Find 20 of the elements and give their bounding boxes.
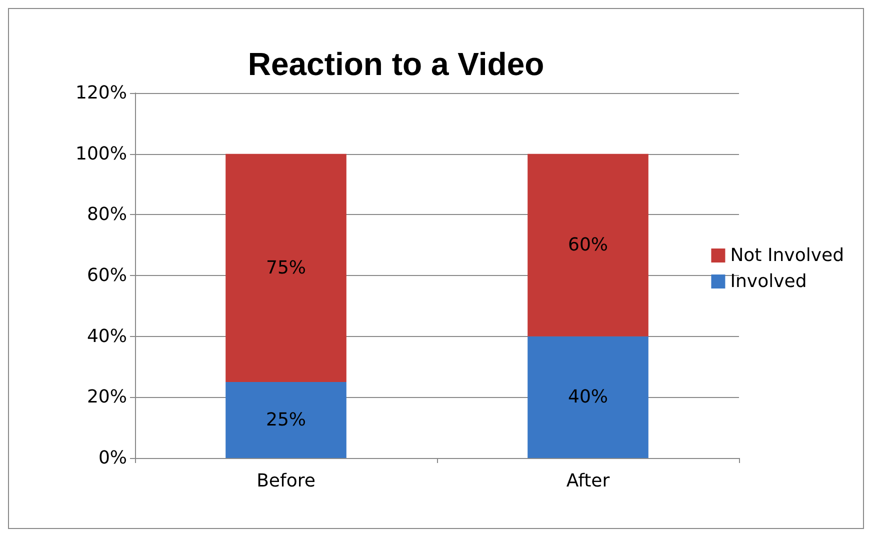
data-label: 25% <box>266 409 306 430</box>
y-tick-label: 20% <box>86 386 127 408</box>
y-tick-label: 100% <box>76 143 127 164</box>
data-label: 60% <box>568 234 608 256</box>
y-tick-label: 40% <box>86 326 127 347</box>
data-label: 75% <box>266 257 306 278</box>
y-tick-label: 0% <box>98 448 127 468</box>
legend-label: Not Involved <box>730 245 844 266</box>
x-tick-label: After <box>566 470 610 492</box>
bar <box>226 154 346 382</box>
legend-label: Involved <box>730 271 807 292</box>
bar <box>528 336 648 458</box>
y-tick-label: 80% <box>86 204 127 226</box>
data-label: 40% <box>568 386 608 408</box>
bar <box>226 382 346 458</box>
y-tick-label: 60% <box>86 265 127 286</box>
chart-title: Reaction to a Video <box>248 46 544 82</box>
bar <box>528 154 648 336</box>
y-tick-label: 120% <box>76 82 127 104</box>
x-tick-label: Before <box>256 470 316 492</box>
